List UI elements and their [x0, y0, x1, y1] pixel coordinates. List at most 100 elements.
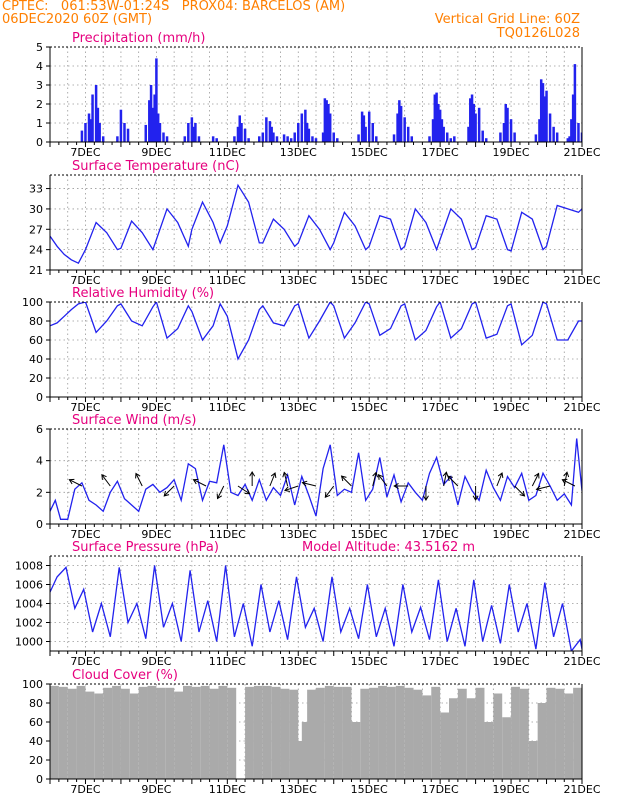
- x-tick-label: 7DEC: [70, 528, 100, 541]
- x-tick-label: 15DEC: [351, 274, 388, 287]
- series-line: [50, 183, 582, 265]
- panel-5: Surface Pressure (hPa) Model Altitude: 43…: [15, 540, 601, 668]
- precip-bar: [477, 107, 481, 142]
- header-code: TQ0126L028: [496, 26, 580, 41]
- cloud-bar: [431, 686, 441, 779]
- x-tick-label: 15DEC: [351, 401, 388, 414]
- y-tick-label: 33: [29, 183, 43, 196]
- cloud-bar: [183, 685, 192, 779]
- precip-bar: [151, 107, 155, 142]
- precip-bar: [499, 132, 502, 142]
- precip-bar: [577, 123, 580, 142]
- wind-arrow: [284, 485, 299, 491]
- precip-bar: [552, 126, 555, 142]
- precip-bar: [323, 98, 327, 142]
- wind-arrow-head: [447, 475, 453, 482]
- x-tick-label: 11DEC: [209, 783, 246, 796]
- y-tick-label: 0: [36, 391, 43, 404]
- cloud-bar: [404, 687, 414, 779]
- wind-arrow-head: [497, 472, 504, 479]
- y-tick-label: 6: [36, 423, 43, 436]
- cloud-bar: [138, 686, 148, 779]
- cloud-bar: [369, 687, 379, 779]
- precip-bar: [156, 113, 160, 142]
- x-tick-label: 7DEC: [70, 655, 100, 668]
- precip-bar: [153, 94, 156, 142]
- cloud-bar: [564, 693, 574, 779]
- cloud-bar: [307, 689, 316, 779]
- precip-bar: [293, 132, 296, 142]
- y-tick-label: 3: [36, 79, 43, 92]
- y-tick-label: 1002: [15, 617, 43, 630]
- cloud-bar: [324, 685, 334, 779]
- wind-arrow: [447, 475, 459, 487]
- cloud-bar: [165, 687, 175, 779]
- cloud-bar: [50, 685, 59, 779]
- cloud-bar: [262, 685, 272, 779]
- precip-bar: [357, 134, 360, 142]
- y-tick-label: 100: [22, 296, 43, 309]
- panel-title: Precipitation (mm/h): [72, 31, 205, 46]
- precip-bar: [91, 94, 94, 142]
- precip-bar: [286, 136, 289, 142]
- cloud-bar: [537, 703, 547, 779]
- cloud-bar: [316, 687, 325, 779]
- wind-arrow: [496, 472, 503, 487]
- cloud-bar: [333, 686, 343, 779]
- wind-arrow-head: [270, 472, 277, 479]
- x-tick-label: 21DEC: [563, 528, 600, 541]
- y-tick-label: 80: [29, 697, 43, 710]
- wind-arrow-head: [192, 478, 199, 485]
- cloud-bar: [156, 687, 166, 779]
- cloud-bar: [573, 687, 582, 779]
- x-tick-label: 21DEC: [563, 655, 600, 668]
- y-tick-label: 24: [29, 244, 43, 257]
- x-tick-label: 17DEC: [422, 146, 459, 159]
- y-tick-label: 1006: [15, 579, 43, 592]
- x-tick-label: 7DEC: [70, 401, 100, 414]
- precip-bar: [307, 128, 311, 142]
- precip-bar: [89, 119, 93, 142]
- y-tick-label: 80: [29, 315, 43, 328]
- precip-bar: [165, 136, 169, 142]
- precip-bar: [410, 136, 414, 142]
- wind-arrow-head: [282, 471, 289, 478]
- precip-bar: [509, 119, 513, 142]
- x-tick-label: 13DEC: [280, 274, 317, 287]
- precip-bar: [192, 126, 195, 142]
- precip-bar: [548, 113, 552, 142]
- cloud-bar: [120, 688, 130, 779]
- panel-subtitle: Model Altitude: 43.5162 m: [302, 540, 475, 555]
- x-tick-label: 11DEC: [209, 528, 246, 541]
- precip-bar: [367, 111, 371, 142]
- precip-bar: [183, 136, 187, 142]
- precip-bar: [438, 109, 442, 142]
- x-tick-label: 21DEC: [563, 783, 600, 796]
- wind-arrow: [302, 482, 317, 487]
- cloud-bar: [466, 698, 476, 779]
- cloud-bar: [67, 688, 77, 779]
- precip-bar: [240, 123, 243, 142]
- panel-6: Cloud Cover (%) 0 20 40 60 80 100 7DEC 9DEC 11DEC…: [22, 668, 601, 796]
- cloud-bar: [94, 693, 104, 779]
- wind-arrow-head: [216, 493, 222, 500]
- precip-bar: [445, 132, 449, 142]
- precip-bar: [570, 119, 573, 142]
- x-tick-label: 11DEC: [209, 146, 246, 159]
- wind-arrow: [163, 485, 175, 497]
- y-tick-label: 0: [36, 136, 43, 149]
- precip-bar: [268, 121, 272, 142]
- cloud-bar: [245, 686, 254, 779]
- precip-bar: [474, 113, 477, 142]
- header-run-date: 06DEC2020 60Z (GMT): [2, 12, 153, 27]
- precip-bar: [258, 136, 261, 142]
- wind-arrow-head: [561, 478, 568, 485]
- precip-bar: [325, 100, 328, 142]
- cloud-bar: [85, 691, 95, 779]
- precip-bar: [243, 128, 247, 142]
- x-tick-label: 13DEC: [280, 401, 317, 414]
- cloud-bar: [253, 685, 263, 779]
- precip-bar: [453, 136, 456, 142]
- cloud-bar: [422, 695, 432, 779]
